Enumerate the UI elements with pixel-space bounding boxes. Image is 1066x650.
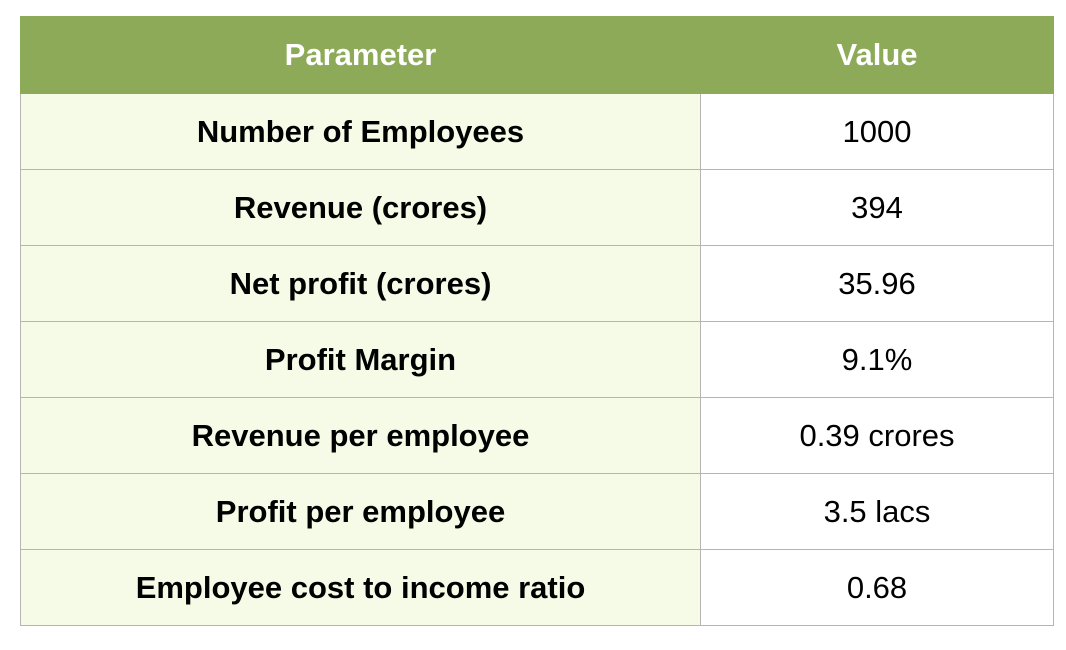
table-row: Profit Margin 9.1% bbox=[20, 321, 1054, 398]
value-cell: 394 bbox=[700, 169, 1054, 246]
value-cell: 1000 bbox=[700, 93, 1054, 170]
parameter-cell: Revenue per employee bbox=[20, 397, 701, 474]
parameter-cell: Net profit (crores) bbox=[20, 245, 701, 322]
value-cell: 9.1% bbox=[700, 321, 1054, 398]
parameter-cell: Profit per employee bbox=[20, 473, 701, 550]
parameter-cell: Profit Margin bbox=[20, 321, 701, 398]
parameter-cell: Revenue (crores) bbox=[20, 169, 701, 246]
table-container: Parameter Value Number of Employees 1000… bbox=[20, 16, 1054, 626]
table-row: Number of Employees 1000 bbox=[20, 93, 1054, 170]
value-cell: 0.39 crores bbox=[700, 397, 1054, 474]
table-row: Revenue (crores) 394 bbox=[20, 169, 1054, 246]
header-row: Parameter Value bbox=[20, 16, 1054, 94]
header-parameter: Parameter bbox=[20, 16, 701, 94]
parameter-cell: Employee cost to income ratio bbox=[20, 549, 701, 626]
table-row: Net profit (crores) 35.96 bbox=[20, 245, 1054, 322]
table-row: Revenue per employee 0.39 crores bbox=[20, 397, 1054, 474]
value-cell: 0.68 bbox=[700, 549, 1054, 626]
value-cell: 3.5 lacs bbox=[700, 473, 1054, 550]
data-table: Parameter Value Number of Employees 1000… bbox=[20, 16, 1054, 626]
header-value: Value bbox=[700, 16, 1054, 94]
table-row: Profit per employee 3.5 lacs bbox=[20, 473, 1054, 550]
value-cell: 35.96 bbox=[700, 245, 1054, 322]
parameter-cell: Number of Employees bbox=[20, 93, 701, 170]
table-row: Employee cost to income ratio 0.68 bbox=[20, 549, 1054, 626]
